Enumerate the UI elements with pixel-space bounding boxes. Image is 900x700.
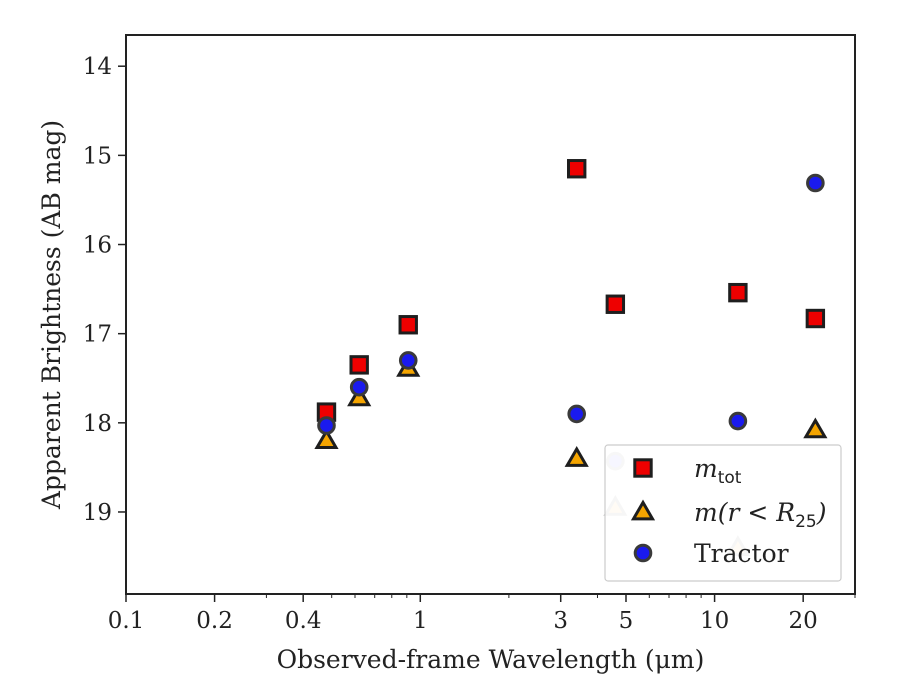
axes: 0.1 0.2 0.4 1 3 5 10 20 14 15 16 17 18 19 Observed-fra… <box>37 34 856 674</box>
marker-square-6 <box>805 308 826 329</box>
marker-square-2 <box>398 315 418 335</box>
point-triangle-0 <box>314 428 339 449</box>
legend-label-triangle: m(r < R25) <box>694 498 826 532</box>
marker-circle-6 <box>806 173 825 193</box>
marker-circle-0 <box>317 416 336 435</box>
legend-entry-triangle: m(r < R25) <box>630 498 826 532</box>
legend-marker-square <box>633 458 653 478</box>
y-tick-label: 14 <box>83 54 112 80</box>
legend-label-base: m(r < R <box>694 498 795 527</box>
marker-triangle-1 <box>347 385 372 407</box>
point-square-3 <box>567 159 587 179</box>
marker-square-4 <box>605 294 626 314</box>
marker-circle-2 <box>398 351 418 370</box>
point-circle-2 <box>398 351 418 370</box>
x-tick-label: 1 <box>413 608 428 634</box>
point-triangle-6 <box>803 417 828 439</box>
y-tick-label: 17 <box>83 322 112 348</box>
marker-circle-5 <box>728 411 748 431</box>
x-tick-label: 0.2 <box>196 608 233 634</box>
point-square-6 <box>805 308 826 329</box>
legend-label-suffix: ) <box>816 498 827 527</box>
y-tick-label: 16 <box>83 233 112 259</box>
point-circle-0 <box>317 416 336 435</box>
point-circle-3 <box>567 404 587 424</box>
legend-entry-circle: Tractor <box>633 539 789 568</box>
point-square-5 <box>728 282 748 303</box>
x-tick-label: 0.1 <box>108 608 145 634</box>
marker-circle-1 <box>349 377 369 397</box>
y-tick-label: 19 <box>83 500 112 526</box>
legend-label-subscript: tot <box>718 468 742 488</box>
legend-label-subscript: 25 <box>795 512 817 532</box>
marker-square-5 <box>728 282 748 303</box>
legend-label-base: Tractor <box>694 539 789 568</box>
x-tick-label: 3 <box>553 608 568 634</box>
point-circle-1 <box>349 377 369 397</box>
y-tick-label: 18 <box>83 411 112 437</box>
point-circle-5 <box>728 411 748 431</box>
marker-triangle-0 <box>314 428 339 449</box>
marker-triangle-6 <box>803 417 828 439</box>
point-triangle-3 <box>564 446 589 467</box>
x-tick-label: 5 <box>619 608 634 634</box>
legend-marker-triangle <box>630 499 656 521</box>
marker-triangle-3 <box>564 446 589 467</box>
x-axis-label: Observed-frame Wavelength (μm) <box>277 645 705 674</box>
point-square-2 <box>398 315 418 335</box>
marker-square-1 <box>349 355 369 375</box>
y-tick-label: 15 <box>83 143 112 169</box>
x-tick-label: 0.4 <box>285 608 322 634</box>
legend-entry-square: mtot <box>633 454 742 488</box>
legend-box <box>604 444 842 582</box>
legend-label-base: m <box>694 454 718 483</box>
point-circle-6 <box>806 173 825 193</box>
marker-circle-3 <box>567 404 587 424</box>
point-triangle-1 <box>347 385 372 407</box>
point-square-1 <box>349 355 369 375</box>
plot-frame <box>125 34 856 595</box>
legend-marker-circle <box>633 543 653 563</box>
x-tick-label: 10 <box>700 608 729 634</box>
y-axis-label: Apparent Brightness (AB mag) <box>37 120 66 510</box>
x-tick-label: 20 <box>789 608 818 634</box>
legend-label-circle: Tractor <box>694 539 789 568</box>
legend: mtot m(r < R25) Tractor <box>604 444 842 582</box>
point-square-4 <box>605 294 626 314</box>
marker-square-3 <box>567 159 587 179</box>
legend-label-square: mtot <box>694 454 742 488</box>
